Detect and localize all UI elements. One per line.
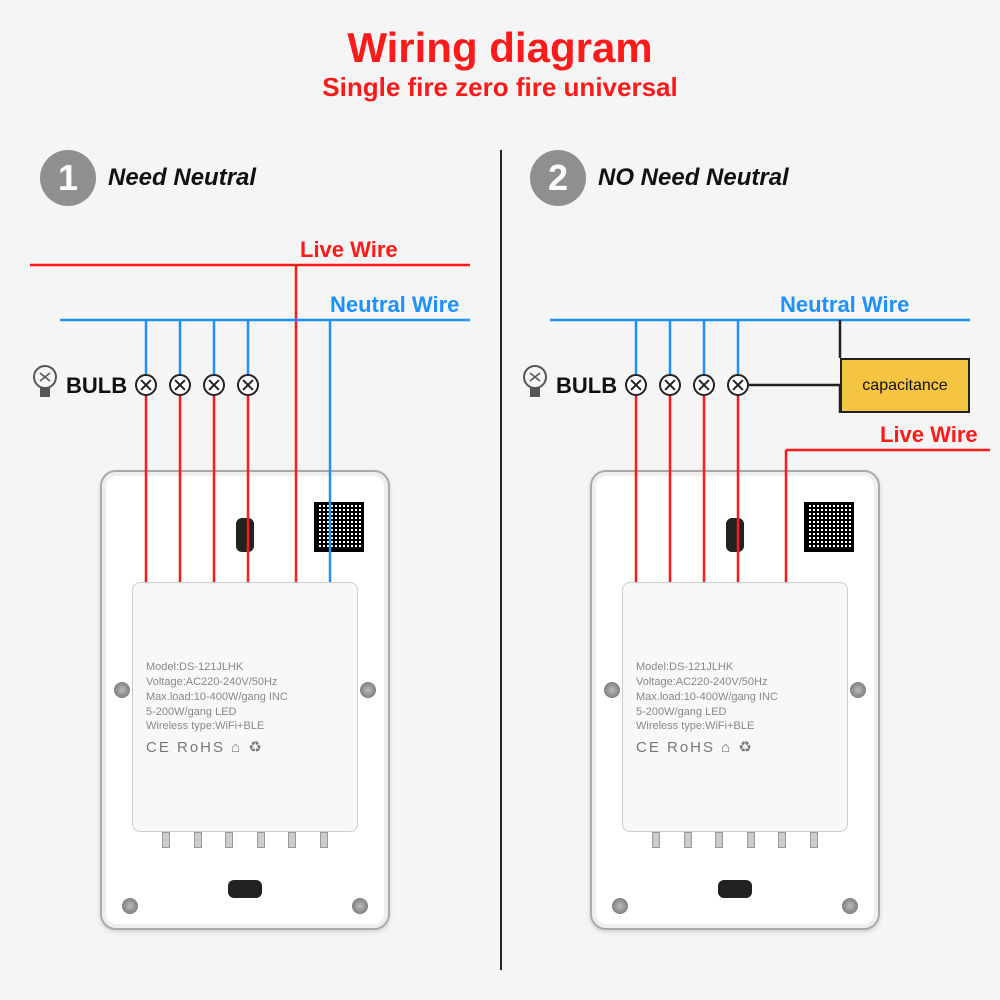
connection-marker — [135, 374, 157, 396]
info-line: Wireless type:WiFi+BLE — [636, 719, 834, 734]
step-header-1: 1 Need Neutral — [40, 150, 490, 206]
step-badge-2: 2 — [530, 150, 586, 206]
step-header-2: 2 NO Need Neutral — [530, 150, 990, 206]
label-neutral-left: Neutral Wire — [330, 292, 459, 318]
device-slot — [228, 880, 262, 898]
device-slot — [726, 518, 744, 552]
bulb-icon-right — [520, 363, 550, 408]
connection-marker — [169, 374, 191, 396]
cert-line: CE RoHS ⌂ ♻ — [636, 738, 834, 758]
info-line: Wireless type:WiFi+BLE — [146, 719, 344, 734]
device-info: Model:DS-121JLHK Voltage:AC220-240V/50Hz… — [636, 660, 834, 758]
connection-marker — [625, 374, 647, 396]
step-title-2: NO Need Neutral — [598, 164, 789, 192]
step-badge-1: 1 — [40, 150, 96, 206]
device-info: Model:DS-121JLHK Voltage:AC220-240V/50Hz… — [146, 660, 344, 758]
subtitle: Single fire zero fire universal — [0, 72, 1000, 103]
info-line: 5-200W/gang LED — [146, 705, 344, 720]
step-num-1: 1 — [58, 157, 78, 199]
qr-code-icon — [804, 502, 854, 552]
info-line: Max.load:10-400W/gang INC — [636, 690, 834, 705]
capacitance-box: capacitance — [840, 358, 970, 413]
info-line: Max.load:10-400W/gang INC — [146, 690, 344, 705]
device-slot — [718, 880, 752, 898]
switch-device-left: L4 L3 L2 L1 L N Model:DS-121JLHK Voltage… — [100, 470, 390, 930]
connection-marker — [693, 374, 715, 396]
connection-marker — [237, 374, 259, 396]
info-line: Voltage:AC220-240V/50Hz — [636, 675, 834, 690]
qr-code-icon — [314, 502, 364, 552]
vertical-divider — [500, 150, 502, 970]
step-title-1: Need Neutral — [108, 164, 256, 192]
connection-marker — [203, 374, 225, 396]
info-line: Voltage:AC220-240V/50Hz — [146, 675, 344, 690]
device-slot — [236, 518, 254, 552]
label-neutral-right: Neutral Wire — [780, 292, 909, 318]
label-live-left: Live Wire — [300, 237, 398, 263]
info-line: Model:DS-121JLHK — [636, 660, 834, 675]
step-num-2: 2 — [548, 157, 568, 199]
bottom-combs — [162, 832, 328, 848]
label-live-right: Live Wire — [880, 422, 978, 448]
info-line: 5-200W/gang LED — [636, 705, 834, 720]
panel-no-need-neutral: 2 NO Need Neutral — [510, 150, 990, 206]
bottom-combs — [652, 832, 818, 848]
main-title: Wiring diagram — [0, 0, 1000, 72]
connection-marker — [659, 374, 681, 396]
label-bulb-left: BULB — [66, 373, 127, 399]
switch-device-right: L4 L3 L2 L1 L N Model:DS-121JLHK Voltage… — [590, 470, 880, 930]
connection-marker — [727, 374, 749, 396]
capacitance-label: capacitance — [862, 377, 947, 395]
cert-line: CE RoHS ⌂ ♻ — [146, 738, 344, 758]
info-line: Model:DS-121JLHK — [146, 660, 344, 675]
panel-need-neutral: 1 Need Neutral — [10, 150, 490, 206]
label-bulb-right: BULB — [556, 373, 617, 399]
bulb-icon-left — [30, 363, 60, 408]
